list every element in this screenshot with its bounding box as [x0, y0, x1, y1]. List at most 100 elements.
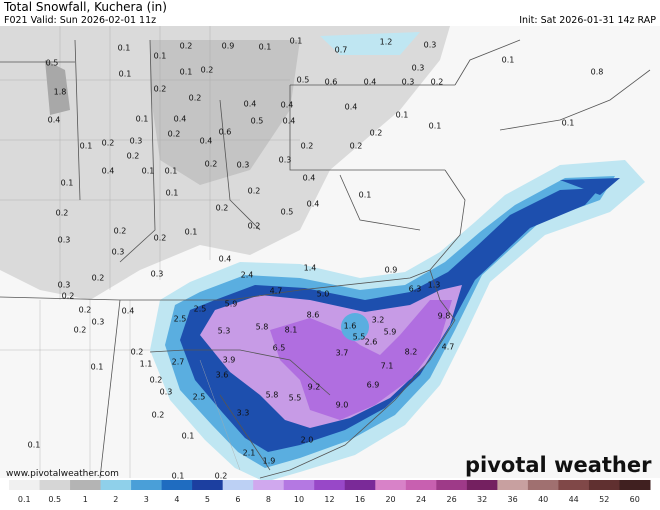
colorbar-label: 12 — [324, 495, 334, 504]
point-value: 0.2 — [92, 274, 105, 283]
point-value: 0.2 — [180, 42, 193, 51]
state-lines — [0, 39, 651, 479]
point-value: 0.2 — [150, 376, 163, 385]
colorbar-swatch — [558, 480, 590, 490]
point-value: 0.5 — [251, 117, 264, 126]
colorbar-label: 36 — [508, 495, 518, 504]
point-value: 1.3 — [428, 281, 441, 290]
colorbar-swatch — [619, 480, 651, 490]
point-value: 0.2 — [350, 142, 363, 151]
point-value: 0.2 — [370, 129, 383, 138]
point-value: 0.3 — [402, 78, 415, 87]
colorbar-swatch — [375, 480, 407, 490]
colorbar-label: 2 — [113, 495, 118, 504]
colorbar-label: 0.5 — [48, 495, 61, 504]
point-value: 0.2 — [301, 142, 314, 151]
point-value: 0.5 — [46, 59, 59, 68]
colorbar-swatch — [100, 480, 132, 490]
url: www.pivotalweather.com — [6, 469, 119, 479]
colorbar-swatch — [436, 480, 468, 490]
point-value: 1.2 — [380, 38, 393, 47]
point-value: 2.6 — [365, 338, 378, 347]
colorbar-swatch — [344, 480, 376, 490]
point-value: 0.2 — [74, 326, 87, 335]
point-value: 0.2 — [168, 130, 181, 139]
point-value: 0.3 — [58, 236, 71, 245]
snow-shade — [320, 32, 420, 55]
colorbar-label: 0.1 — [18, 495, 31, 504]
point-value: 0.3 — [58, 281, 71, 290]
colorbar-label: 52 — [599, 495, 609, 504]
point-value: 5.8 — [256, 323, 269, 332]
point-value: 5.5 — [353, 333, 366, 342]
point-value: 2.0 — [301, 436, 314, 445]
point-value: 0.1 — [28, 441, 41, 450]
point-value: 0.3 — [130, 137, 143, 146]
point-value: 0.2 — [62, 292, 75, 301]
point-value: 0.3 — [279, 156, 292, 165]
point-value: 1.9 — [263, 457, 276, 466]
point-value: 0.1 — [172, 472, 185, 481]
colorbar-swatch — [466, 480, 498, 490]
point-value: 0.1 — [359, 191, 372, 200]
point-value: 0.1 — [165, 167, 178, 176]
point-value: 0.1 — [142, 167, 155, 176]
point-value: 0.2 — [114, 227, 127, 236]
point-value: 5.8 — [266, 391, 279, 400]
colorbar-swatch — [161, 480, 193, 490]
point-value: 0.3 — [237, 161, 250, 170]
point-value: 0.3 — [160, 388, 173, 397]
point-value: 4.7 — [270, 287, 283, 296]
point-value: 9.8 — [438, 312, 451, 321]
point-value: 0.1 — [396, 111, 409, 120]
county-lines — [0, 26, 300, 478]
point-value: 0.4 — [102, 167, 115, 176]
point-value: 0.4 — [122, 307, 135, 316]
point-value: 0.2 — [431, 78, 444, 87]
point-value: 0.2 — [79, 306, 92, 315]
colorbar-swatch — [405, 480, 437, 490]
point-value: 0.4 — [219, 255, 232, 264]
point-value: 2.5 — [194, 305, 207, 314]
point-value: 5.9 — [384, 328, 397, 337]
colorbar-swatch — [131, 480, 163, 490]
point-value: 1.1 — [140, 360, 153, 369]
point-value: 0.4 — [244, 100, 257, 109]
header-bar — [0, 0, 660, 26]
point-value: 0.2 — [127, 152, 140, 161]
colorbar-swatch — [70, 480, 102, 490]
point-value: 0.3 — [92, 318, 105, 327]
point-value: 6.3 — [409, 285, 422, 294]
point-value: 0.4 — [364, 78, 377, 87]
colorbar-label: 60 — [630, 495, 640, 504]
point-value: 0.1 — [91, 363, 104, 372]
colorbar-label: 44 — [569, 495, 579, 504]
colorbar-swatch — [9, 480, 41, 490]
point-value: 9.2 — [308, 383, 321, 392]
point-value: 5.3 — [218, 327, 231, 336]
point-value: 0.4 — [283, 117, 296, 126]
colorbar-label: 3 — [144, 495, 149, 504]
point-value: 0.1 — [118, 44, 131, 53]
point-value: 0.1 — [562, 119, 575, 128]
colorbar-swatch — [253, 480, 285, 490]
colorbar-swatch — [314, 480, 346, 490]
colorbar-swatch — [192, 480, 224, 490]
colorbar-swatch — [222, 480, 254, 490]
point-value: 0.4 — [345, 103, 358, 112]
point-value: 0.9 — [385, 266, 398, 275]
point-value: 0.1 — [61, 179, 74, 188]
point-value: 9.0 — [336, 401, 349, 410]
logo: pivotal weather — [465, 453, 652, 477]
point-value: 0.7 — [335, 46, 348, 55]
point-value: 0.2 — [152, 411, 165, 420]
point-value: 2.7 — [172, 358, 185, 367]
point-value: 3.2 — [372, 316, 385, 325]
colorbar-label: 1 — [83, 495, 88, 504]
snow-shade — [150, 40, 300, 185]
point-value: 0.4 — [307, 200, 320, 209]
point-value: 0.3 — [151, 270, 164, 279]
colorbar-label: 8 — [266, 495, 271, 504]
point-value: 0.1 — [166, 189, 179, 198]
point-value: 0.2 — [102, 139, 115, 148]
